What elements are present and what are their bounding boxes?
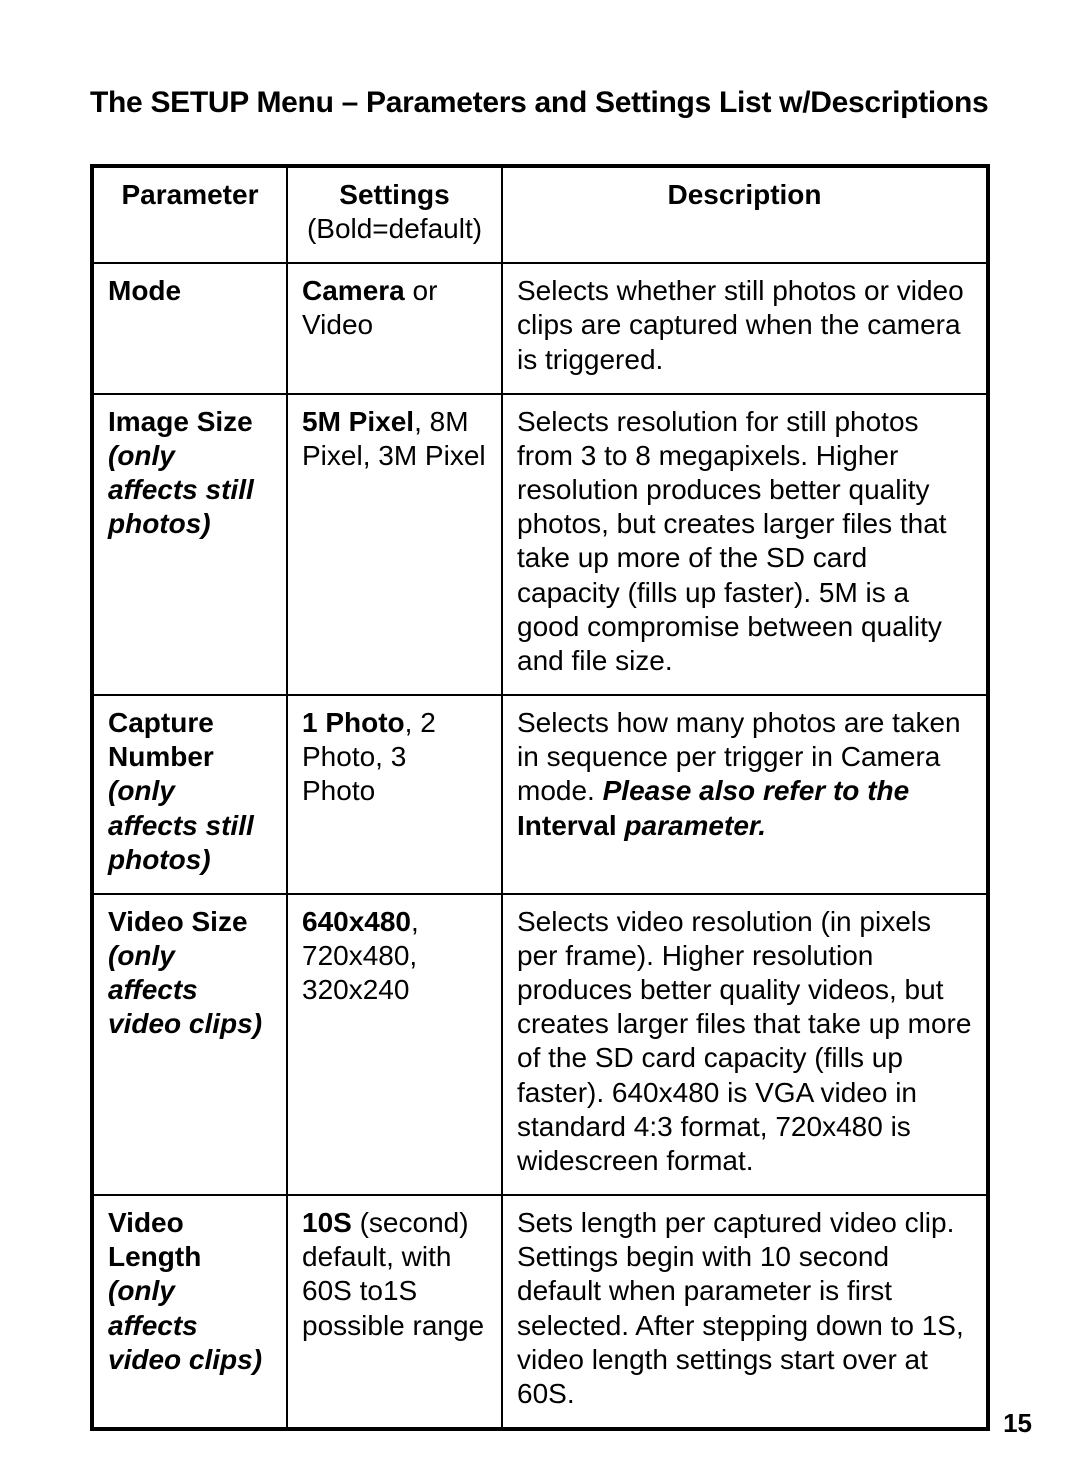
param-cell: Mode [92, 263, 287, 393]
page-number: 15 [1003, 1408, 1032, 1439]
document-page: The SETUP Menu – Parameters and Settings… [0, 0, 1080, 1481]
settings-cell: 640x480, 720x480, 320x240 [287, 894, 502, 1195]
param-cell: Video Size (only affects video clips) [92, 894, 287, 1195]
description-cell: Selects video resolution (in pixels per … [502, 894, 988, 1195]
header-parameter: Parameter [92, 166, 287, 263]
description-cell: Selects whether still photos or video cl… [502, 263, 988, 393]
description-cell: Selects how many photos are taken in seq… [502, 695, 988, 894]
settings-cell: Camera or Video [287, 263, 502, 393]
settings-cell: 10S (second) default, with 60S to1S poss… [287, 1195, 502, 1429]
table-row: Mode Camera or Video Selects whether sti… [92, 263, 988, 393]
table-row: Video Size (only affects video clips) 64… [92, 894, 988, 1195]
table-row: Video Length (only affects video clips) … [92, 1195, 988, 1429]
settings-cell: 5M Pixel, 8M Pixel, 3M Pixel [287, 394, 502, 695]
description-cell: Selects resolution for still photos from… [502, 394, 988, 695]
table-row: Image Size (only affects still photos) 5… [92, 394, 988, 695]
setup-parameters-table: Parameter Settings (Bold=default) Descri… [90, 164, 990, 1431]
param-cell: Video Length (only affects video clips) [92, 1195, 287, 1429]
param-cell: Capture Number (only affects still photo… [92, 695, 287, 894]
page-title: The SETUP Menu – Parameters and Settings… [90, 86, 990, 120]
table-row: Capture Number (only affects still photo… [92, 695, 988, 894]
table-header-row: Parameter Settings (Bold=default) Descri… [92, 166, 988, 263]
header-description: Description [502, 166, 988, 263]
settings-cell: 1 Photo, 2 Photo, 3 Photo [287, 695, 502, 894]
param-cell: Image Size (only affects still photos) [92, 394, 287, 695]
description-cell: Sets length per captured video clip. Set… [502, 1195, 988, 1429]
header-settings: Settings (Bold=default) [287, 166, 502, 263]
